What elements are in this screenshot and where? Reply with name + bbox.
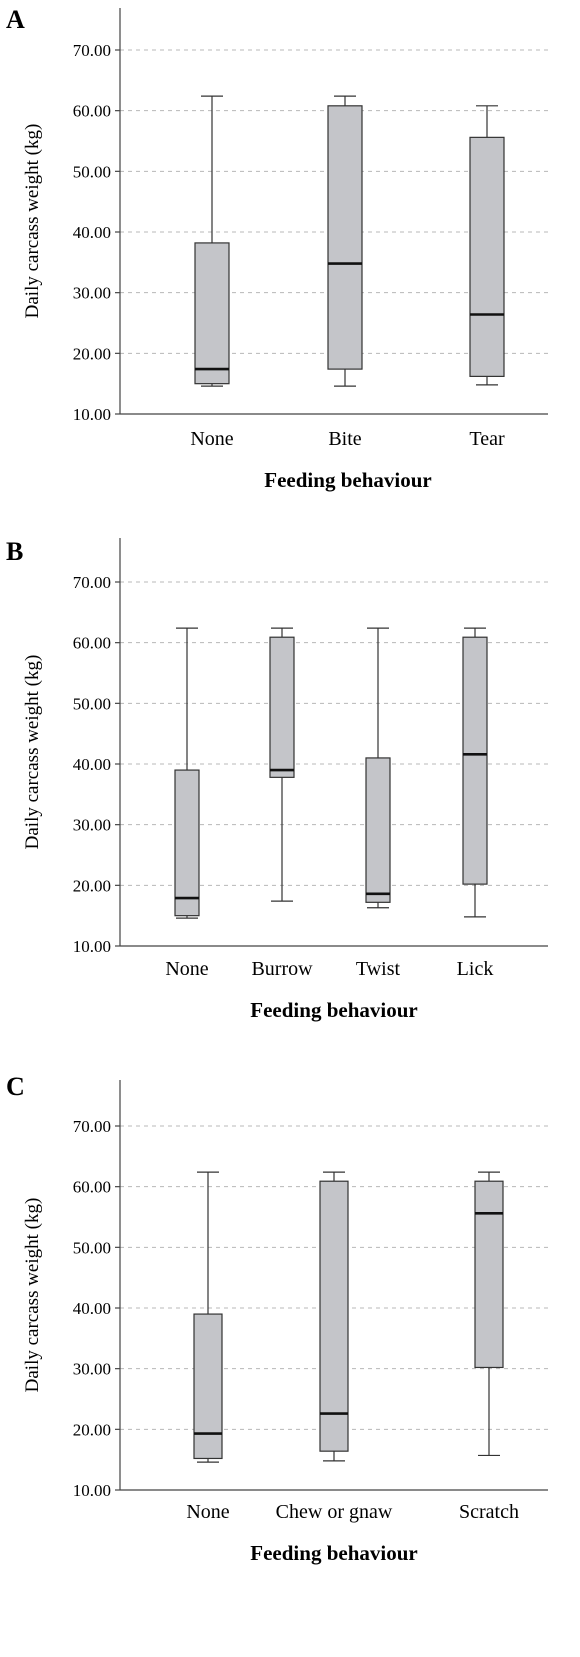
y-tick-label: 10.00	[73, 937, 111, 956]
box-scratch	[474, 1171, 504, 1457]
y-tick-label: 60.00	[73, 102, 111, 121]
y-axis-label: Daily carcass weight (kg)	[22, 655, 43, 850]
category-label: Burrow	[251, 958, 313, 980]
category-label: None	[190, 428, 233, 450]
category-label: Scratch	[459, 1501, 519, 1523]
y-tick-label: 20.00	[73, 344, 111, 363]
iqr-box	[469, 136, 505, 377]
box-none	[193, 1171, 223, 1463]
iqr-box	[462, 636, 488, 885]
iqr-box	[194, 242, 230, 385]
category-label: Tear	[469, 428, 505, 450]
x-axis-label: Feeding behaviour	[250, 1541, 417, 1565]
iqr-box	[193, 1313, 223, 1460]
box-lick	[462, 627, 488, 918]
category-label: Chew or gnaw	[276, 1501, 393, 1523]
panel-letter: C	[6, 1072, 25, 1101]
y-tick-label: 50.00	[73, 694, 111, 713]
y-tick-label: 10.00	[73, 1481, 111, 1500]
y-tick-label: 30.00	[73, 1360, 111, 1379]
y-axis-label: Daily carcass weight (kg)	[22, 124, 43, 319]
y-tick-label: 60.00	[73, 634, 111, 653]
category-label: None	[165, 958, 208, 980]
panel-b: B 10.00 20.00 30.00 40.00 50.00 60.00 70.00 Dail…	[6, 537, 548, 1022]
iqr-box	[174, 769, 200, 917]
y-tick-label: 30.00	[73, 816, 111, 835]
box-none	[194, 95, 230, 387]
y-tick-label: 40.00	[73, 223, 111, 242]
y-tick-label: 50.00	[73, 162, 111, 181]
y-tick-label: 30.00	[73, 284, 111, 303]
y-tick-label: 10.00	[73, 405, 111, 424]
y-tick-label: 70.00	[73, 573, 111, 592]
iqr-box	[474, 1180, 504, 1369]
iqr-box	[269, 636, 295, 778]
box-bite	[327, 95, 363, 387]
panel-a: A 10.00 20.00 30.00 40.00 50.00 60.00 70.00 Dail…	[6, 5, 548, 492]
y-tick-label: 50.00	[73, 1238, 111, 1257]
y-tick-label: 70.00	[73, 1117, 111, 1136]
box-none	[174, 627, 200, 919]
y-tick-label: 40.00	[73, 755, 111, 774]
iqr-box	[327, 105, 363, 370]
y-axis-label: Daily carcass weight (kg)	[22, 1198, 43, 1393]
panel-c: C 10.00 20.00 30.00 40.00 50.00 60.00 70.00 Dail…	[6, 1072, 548, 1565]
x-axis-label: Feeding behaviour	[264, 468, 431, 492]
iqr-box	[365, 757, 391, 903]
y-tick-label: 20.00	[73, 1420, 111, 1439]
panel-letter: A	[6, 5, 25, 34]
y-tick-label: 40.00	[73, 1299, 111, 1318]
box-burrow	[269, 627, 295, 902]
category-label: Twist	[356, 958, 401, 980]
panel-letter: B	[6, 537, 23, 566]
category-label: Lick	[457, 958, 494, 980]
box-tear	[469, 105, 505, 386]
y-tick-label: 20.00	[73, 876, 111, 895]
y-tick-label: 60.00	[73, 1178, 111, 1197]
category-label: None	[186, 1501, 229, 1523]
x-axis-label: Feeding behaviour	[250, 998, 417, 1022]
box-twist	[365, 627, 391, 909]
box-chew-or-gnaw	[319, 1171, 349, 1462]
category-label: Bite	[328, 428, 361, 450]
iqr-box	[319, 1180, 349, 1452]
y-tick-label: 70.00	[73, 41, 111, 60]
